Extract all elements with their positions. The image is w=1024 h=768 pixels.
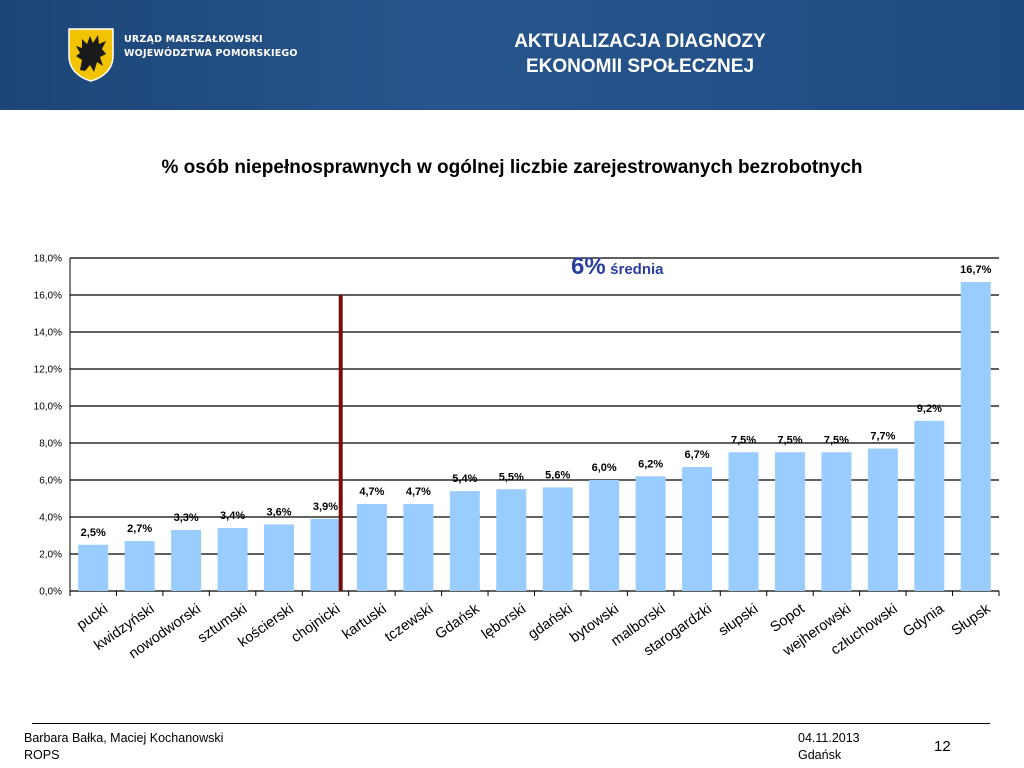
category-label: gdański [525, 601, 575, 643]
y-tick-label: 12,0% [34, 365, 62, 376]
data-label: 3,9% [313, 501, 338, 513]
presentation-title: AKTUALIZACJA DIAGNOZY EKONOMII SPOŁECZNE… [440, 29, 840, 79]
bar [682, 467, 713, 591]
data-label: 7,7% [870, 431, 895, 443]
data-label: 7,5% [777, 434, 802, 446]
bar [310, 518, 341, 591]
header-banner: URZĄD MARSZAŁKOWSKI WOJEWÓDZTWA POMORSKI… [0, 0, 1024, 110]
bar [356, 504, 387, 591]
footer-org: ROPS [24, 748, 60, 762]
category-label: Słupsk [949, 601, 994, 639]
category-label: kartuski [340, 601, 390, 643]
y-tick-label: 2,0% [39, 550, 62, 561]
data-label: 7,5% [731, 434, 756, 446]
bar-chart: 0,0% 2,0% 4,0% 6,0% 8,0% 10,0% 12,0% 14,0% 16,0%… [34, 254, 1000, 662]
chart-title: % osób niepełnosprawnych w ogólnej liczb… [161, 157, 863, 178]
data-label: 4,7% [359, 486, 384, 498]
average-value: 6% [571, 253, 606, 280]
org-line-2: WOJEWÓDZTWA POMORSKIEGO [124, 48, 298, 59]
bar [124, 541, 155, 591]
data-label: 4,7% [406, 486, 431, 498]
y-tick-label: 0,0% [39, 587, 62, 598]
bar [914, 420, 945, 591]
bar [78, 544, 109, 591]
y-tick-label: 10,0% [34, 402, 62, 413]
data-label: 16,7% [960, 264, 991, 276]
org-name: URZĄD MARSZAŁKOWSKI WOJEWÓDZTWA POMORSKI… [124, 33, 298, 61]
griffin-crest-icon [68, 28, 114, 82]
bar [496, 489, 527, 591]
bar [403, 504, 434, 591]
data-label: 6,7% [685, 449, 710, 461]
y-tick-label: 6,0% [39, 476, 62, 487]
data-label: 3,6% [266, 506, 291, 518]
bar [728, 452, 759, 591]
category-label: słupski [716, 601, 761, 640]
y-tick-label: 14,0% [34, 328, 62, 339]
data-label: 5,4% [452, 473, 477, 485]
footer-city: Gdańsk [798, 748, 842, 762]
org-line-1: URZĄD MARSZAŁKOWSKI [124, 34, 263, 45]
category-label: Gdańsk [433, 601, 484, 643]
y-tick-label: 18,0% [34, 254, 62, 265]
bar [217, 528, 248, 591]
presentation-title-line-1: AKTUALIZACJA DIAGNOZY [514, 31, 766, 52]
category-label: tczewski [382, 601, 436, 646]
average-label: 6% średnia [571, 253, 664, 281]
category-label: Gdynia [900, 600, 948, 640]
bar [821, 452, 852, 591]
data-label: 6,2% [638, 458, 663, 470]
bar [542, 487, 573, 591]
bar [635, 476, 666, 591]
bar [867, 448, 898, 591]
footer-date: 04.11.2013 [798, 731, 860, 745]
data-label: 5,5% [499, 471, 524, 483]
category-label: pucki [74, 601, 111, 634]
bar [589, 480, 620, 591]
footer-date-block: 04.11.2013 Gdańsk [798, 730, 860, 764]
category-label: chojnicki [289, 601, 344, 646]
bar [449, 491, 480, 591]
y-tick-label: 8,0% [39, 439, 62, 450]
bar [960, 282, 991, 591]
data-label: 5,6% [545, 469, 570, 481]
y-tick-label: 16,0% [34, 291, 62, 302]
footer-divider [32, 723, 990, 724]
data-label: 6,0% [592, 462, 617, 474]
average-text: średnia [610, 261, 664, 278]
data-label: 9,2% [917, 403, 942, 415]
bar [774, 452, 805, 591]
data-label: 2,5% [81, 527, 106, 539]
data-label: 3,4% [220, 510, 245, 522]
y-tick-label: 4,0% [39, 513, 62, 524]
footer-authors-block: Barbara Bałka, Maciej Kochanowski ROPS [24, 730, 223, 764]
data-label: 7,5% [824, 434, 849, 446]
bar [264, 524, 295, 591]
presentation-title-line-2: EKONOMII SPOŁECZNEJ [525, 56, 755, 77]
bar [171, 529, 202, 591]
page-number: 12 [934, 738, 951, 755]
data-label: 3,3% [174, 512, 199, 524]
category-label: lęborski [479, 601, 529, 643]
data-label: 2,7% [127, 523, 152, 535]
footer-authors: Barbara Bałka, Maciej Kochanowski [24, 731, 224, 745]
